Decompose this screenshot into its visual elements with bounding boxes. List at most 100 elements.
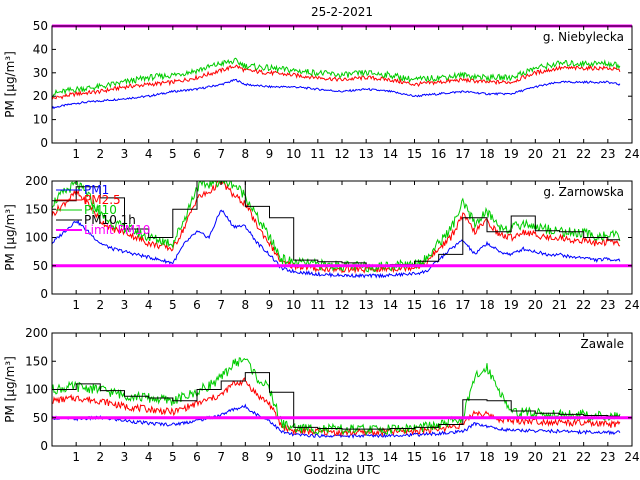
y-tick-label: 150 (25, 202, 48, 216)
x-tick-label: 24 (624, 450, 639, 464)
x-tick-label: 24 (624, 147, 639, 161)
x-tick-label: 19 (504, 450, 519, 464)
x-tick-label: 14 (383, 147, 398, 161)
x-tick-label: 12 (334, 147, 349, 161)
x-tick-label: 8 (242, 450, 250, 464)
x-tick-label: 19 (504, 147, 519, 161)
y-axis-label: PM [µg/m³] (3, 51, 17, 118)
x-tick-label: 7 (217, 298, 225, 312)
x-tick-label: 22 (576, 450, 591, 464)
x-tick-label: 11 (310, 450, 325, 464)
x-tick-label: 5 (169, 450, 177, 464)
x-tick-label: 14 (383, 450, 398, 464)
y-axis-label: PM [µg/m³] (3, 204, 17, 271)
x-tick-label: 9 (266, 298, 274, 312)
x-tick-label: 17 (455, 147, 470, 161)
x-tick-label: 16 (431, 450, 446, 464)
y-tick-label: 200 (25, 326, 48, 340)
x-tick-label: 4 (145, 450, 153, 464)
x-tick-label: 14 (383, 298, 398, 312)
x-tick-label: 10 (286, 450, 301, 464)
x-tick-label: 18 (479, 298, 494, 312)
y-tick-label: 50 (33, 411, 48, 425)
x-tick-label: 2 (97, 147, 105, 161)
x-tick-label: 1 (72, 147, 80, 161)
x-tick-label: 18 (479, 450, 494, 464)
x-tick-label: 15 (407, 450, 422, 464)
x-tick-label: 10 (286, 298, 301, 312)
y-tick-label: 100 (25, 231, 48, 245)
x-tick-label: 7 (217, 147, 225, 161)
x-tick-label: 4 (145, 298, 153, 312)
x-tick-label: 4 (145, 147, 153, 161)
x-tick-label: 20 (528, 147, 543, 161)
y-tick-label: 0 (40, 136, 48, 150)
y-tick-label: 50 (33, 259, 48, 273)
x-tick-label: 9 (266, 450, 274, 464)
x-tick-label: 7 (217, 450, 225, 464)
x-axis-label: Godzina UTC (304, 463, 380, 477)
series-line-pm1 (52, 78, 621, 110)
y-tick-label: 200 (25, 174, 48, 188)
series-line-pm2-5 (52, 181, 621, 274)
x-tick-label: 5 (169, 147, 177, 161)
y-tick-label: 0 (40, 287, 48, 301)
x-tick-label: 13 (359, 450, 374, 464)
x-tick-label: 11 (310, 147, 325, 161)
y-tick-label: 100 (25, 383, 48, 397)
x-tick-label: 12 (334, 298, 349, 312)
chart-title: 25-2-2021 (311, 5, 373, 19)
x-tick-label: 17 (455, 298, 470, 312)
series-line-pm10 (52, 181, 621, 273)
x-tick-label: 21 (552, 298, 567, 312)
x-tick-label: 23 (600, 298, 615, 312)
x-tick-label: 22 (576, 147, 591, 161)
x-tick-label: 21 (552, 450, 567, 464)
y-tick-label: 50 (33, 19, 48, 33)
x-tick-label: 17 (455, 450, 470, 464)
x-tick-label: 1 (72, 298, 80, 312)
x-tick-label: 6 (193, 450, 201, 464)
y-tick-label: 0 (40, 439, 48, 453)
x-tick-label: 2 (97, 450, 105, 464)
legend-entry: Limit PM10 (84, 223, 150, 237)
x-tick-label: 21 (552, 147, 567, 161)
series-line-pm1 (52, 209, 621, 279)
station-label: g. Niebylecka (543, 30, 624, 44)
series-line-pm10 (52, 57, 621, 98)
legend-entry: PM10 1h (84, 213, 136, 227)
x-tick-label: 5 (169, 298, 177, 312)
x-tick-label: 12 (334, 450, 349, 464)
y-tick-label: 20 (33, 89, 48, 103)
x-tick-label: 10 (286, 147, 301, 161)
legend-entry: PM2.5 (84, 193, 121, 207)
series-line-pm10-1h (52, 181, 620, 267)
y-tick-label: 10 (33, 113, 48, 127)
y-tick-label: 30 (33, 66, 48, 80)
x-tick-label: 20 (528, 298, 543, 312)
series-line-pm2-5 (52, 377, 621, 438)
series-line-pm10-1h (52, 372, 620, 430)
series-line-pm1 (52, 403, 621, 439)
legend-entry: PM1 (84, 183, 109, 197)
x-tick-label: 8 (242, 147, 250, 161)
x-tick-label: 3 (121, 450, 129, 464)
x-tick-label: 23 (600, 450, 615, 464)
x-tick-label: 20 (528, 450, 543, 464)
x-tick-label: 13 (359, 147, 374, 161)
x-tick-label: 3 (121, 147, 129, 161)
x-tick-label: 19 (504, 298, 519, 312)
y-axis-label: PM [µg/m³] (3, 356, 17, 423)
x-tick-label: 9 (266, 147, 274, 161)
legend-entry: PM10 (84, 203, 117, 217)
station-label: g. Zarnowska (543, 185, 624, 199)
station-label: Zawale (581, 337, 624, 351)
x-tick-label: 16 (431, 298, 446, 312)
x-tick-label: 15 (407, 147, 422, 161)
y-tick-label: 150 (25, 354, 48, 368)
x-tick-label: 15 (407, 298, 422, 312)
x-tick-label: 23 (600, 147, 615, 161)
x-tick-label: 6 (193, 147, 201, 161)
